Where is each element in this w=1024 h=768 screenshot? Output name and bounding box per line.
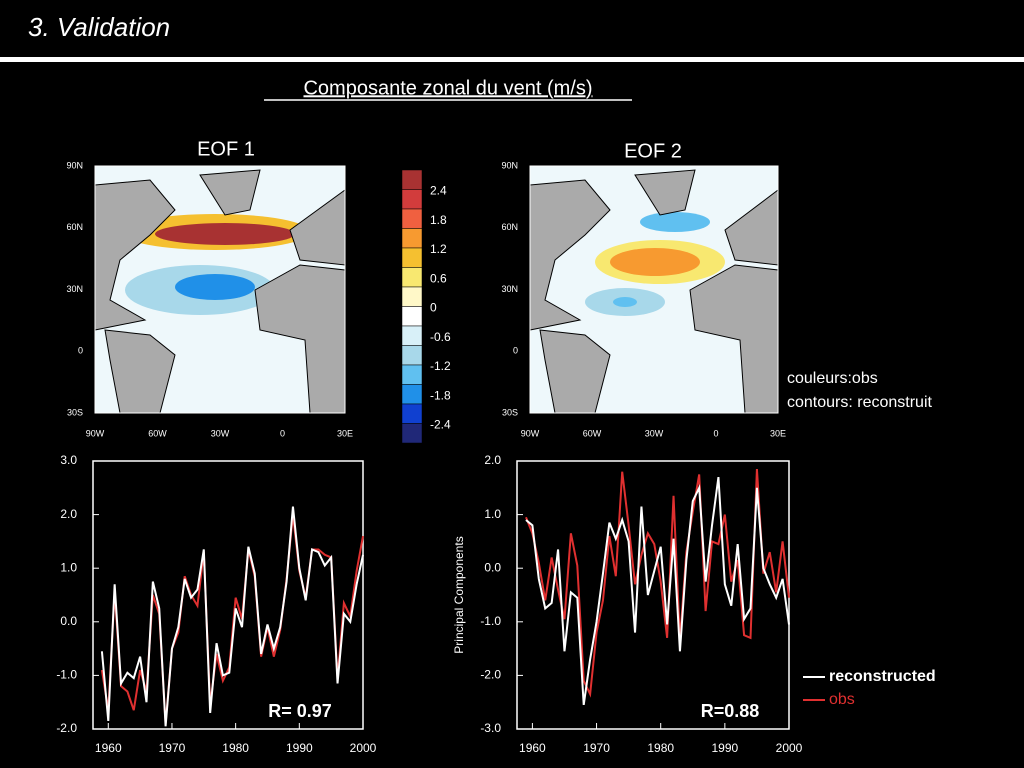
map-land — [529, 179, 611, 331]
y-tick-label: -2.0 — [480, 668, 501, 682]
lon-label: 30W — [645, 428, 664, 438]
lon-label: 0 — [713, 428, 718, 438]
x-tick-label: 1990 — [711, 741, 738, 755]
lon-label: 90W — [521, 428, 540, 438]
colorbar-label: -0.6 — [430, 330, 451, 344]
map-field — [613, 297, 637, 307]
y-tick-label: -1.0 — [56, 668, 77, 682]
colorbar-label: -1.8 — [430, 388, 451, 402]
y-tick-label: 1.0 — [60, 560, 77, 574]
lat-label: 0 — [513, 346, 518, 356]
map-land — [94, 179, 176, 331]
colorbar-box — [401, 286, 423, 307]
y-tick-label: 2.0 — [484, 453, 501, 467]
colorbar-label: -1.2 — [430, 359, 451, 373]
colorbar-label: 2.4 — [430, 184, 447, 198]
colorbar-box — [401, 247, 423, 268]
plot-frame — [92, 460, 364, 730]
lon-label: 90W — [86, 428, 105, 438]
colorbar-box — [401, 169, 423, 190]
colorbar-label: -2.4 — [430, 418, 451, 432]
x-tick-label: 1960 — [95, 741, 122, 755]
lon-label: 60W — [148, 428, 167, 438]
lat-label: 0 — [78, 346, 83, 356]
lon-label: 30E — [337, 428, 353, 438]
header-rule — [0, 57, 1024, 62]
map-land — [199, 169, 261, 216]
series-line — [100, 506, 364, 727]
y-tick-label: -1.0 — [480, 614, 501, 628]
map-title: EOF 2 — [624, 140, 682, 162]
x-tick-label: 1970 — [583, 741, 610, 755]
subtitle: Composante zonal du vent (m/s) — [303, 77, 592, 99]
map-field — [155, 223, 295, 245]
legend-label: reconstructed — [829, 668, 936, 685]
map-field — [640, 212, 710, 232]
lat-label: 30S — [67, 407, 83, 417]
y-tick-label: 2.0 — [60, 507, 77, 521]
lon-label: 30W — [211, 428, 230, 438]
map-frame — [529, 165, 779, 414]
x-tick-label: 2000 — [776, 741, 803, 755]
lon-label: 30E — [770, 428, 786, 438]
lat-label: 30S — [502, 407, 518, 417]
annotation: R=0.88 — [701, 701, 760, 721]
series-line — [525, 468, 790, 698]
y-tick-label: 0.0 — [60, 614, 77, 628]
colorbar-label: 0.6 — [430, 271, 447, 285]
lon-label: 0 — [280, 428, 285, 438]
y-tick-label: -3.0 — [480, 721, 501, 735]
lat-label: 60N — [501, 222, 518, 232]
colorbar-box — [401, 384, 423, 405]
x-tick-label: 1980 — [222, 741, 249, 755]
lat-label: 90N — [501, 160, 518, 170]
y-tick-label: 0.0 — [484, 560, 501, 574]
colorbar-box — [401, 403, 423, 424]
y-axis-label: Principal Components — [452, 536, 466, 653]
map-eof1 — [94, 165, 346, 414]
colorbar-box — [401, 189, 423, 210]
x-tick-label: 2000 — [350, 741, 377, 755]
colorbar-box — [401, 423, 423, 444]
map-title: EOF 1 — [197, 138, 255, 160]
lat-label: 90N — [66, 160, 83, 170]
colorbar-box — [401, 325, 423, 346]
note: couleurs:obs — [787, 370, 878, 387]
colorbar-box — [401, 267, 423, 288]
lat-label: 60N — [66, 222, 83, 232]
note: contours: reconstruit — [787, 394, 933, 411]
colorbar-label: 1.2 — [430, 242, 447, 256]
colorbar-box — [401, 228, 423, 249]
map-field — [610, 248, 700, 276]
series-line — [525, 476, 790, 706]
colorbar-box — [401, 345, 423, 366]
plot-frame — [516, 460, 790, 730]
annotation: R= 0.97 — [268, 701, 332, 721]
y-tick-label: 1.0 — [484, 507, 501, 521]
x-tick-label: 1990 — [286, 741, 313, 755]
x-tick-label: 1970 — [159, 741, 186, 755]
colorbar-label: 0 — [430, 301, 437, 315]
map-eof2 — [529, 165, 779, 414]
y-tick-label: 3.0 — [60, 453, 77, 467]
colorbar-box — [401, 208, 423, 229]
colorbar-box — [401, 306, 423, 327]
slide-title: 3. Validation — [28, 12, 170, 42]
lat-label: 30N — [501, 284, 518, 294]
colorbar-box — [401, 364, 423, 385]
lat-label: 30N — [66, 284, 83, 294]
lon-label: 60W — [583, 428, 602, 438]
legend-label: obs — [829, 691, 855, 708]
colorbar-label: 1.8 — [430, 213, 447, 227]
map-land — [634, 169, 696, 216]
map-field — [175, 274, 255, 300]
y-tick-label: -2.0 — [56, 721, 77, 735]
map-frame — [94, 165, 346, 414]
x-tick-label: 1960 — [519, 741, 546, 755]
x-tick-label: 1980 — [647, 741, 674, 755]
